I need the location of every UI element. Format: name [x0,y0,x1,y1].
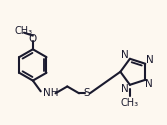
Text: N: N [145,79,153,89]
Text: N: N [121,50,129,60]
Text: O: O [29,34,37,43]
Text: N: N [121,84,129,94]
Text: NH: NH [43,88,58,98]
Text: CH₃: CH₃ [121,98,139,108]
Text: CH₃: CH₃ [15,26,33,36]
Text: N: N [146,55,154,65]
Text: S: S [84,88,90,98]
